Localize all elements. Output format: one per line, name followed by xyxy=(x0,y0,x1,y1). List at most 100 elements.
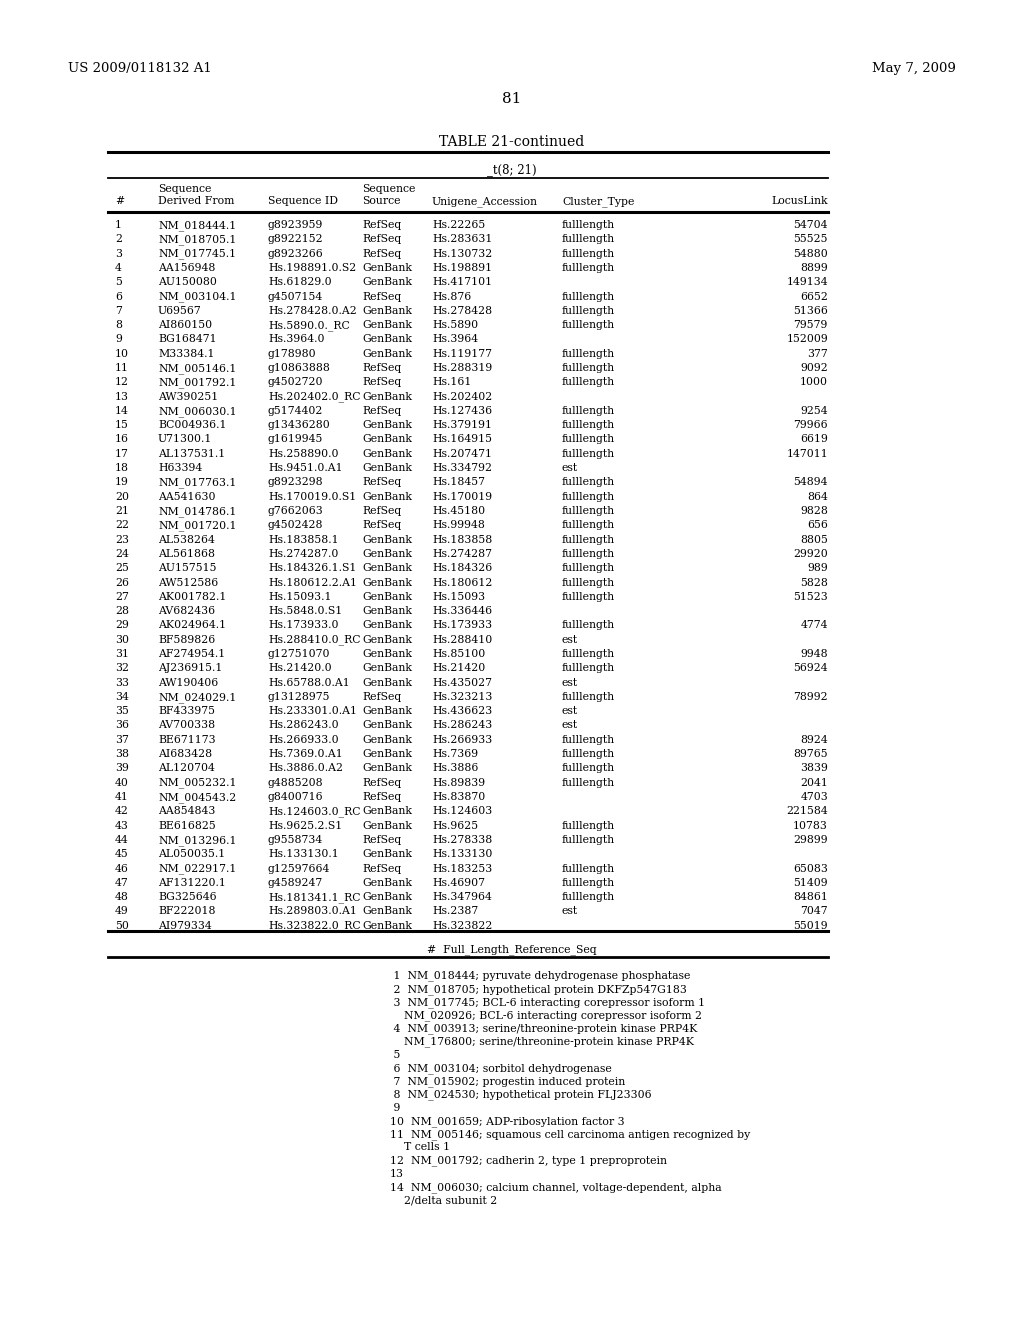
Text: Hs.5890.0._RC: Hs.5890.0._RC xyxy=(268,321,350,331)
Text: AL538264: AL538264 xyxy=(158,535,215,545)
Text: RefSeq: RefSeq xyxy=(362,478,401,487)
Text: RefSeq: RefSeq xyxy=(362,363,401,374)
Text: Hs.21420: Hs.21420 xyxy=(432,663,485,673)
Text: Hs.83870: Hs.83870 xyxy=(432,792,485,803)
Text: fulllength: fulllength xyxy=(562,520,615,531)
Text: GenBank: GenBank xyxy=(362,277,412,288)
Text: Hs.274287.0: Hs.274287.0 xyxy=(268,549,338,558)
Text: AA156948: AA156948 xyxy=(158,263,215,273)
Text: NM_017763.1: NM_017763.1 xyxy=(158,478,237,488)
Text: Source: Source xyxy=(362,195,400,206)
Text: 9828: 9828 xyxy=(800,506,828,516)
Text: NM_001720.1: NM_001720.1 xyxy=(158,520,237,531)
Text: Hs.124603.0_RC: Hs.124603.0_RC xyxy=(268,807,360,817)
Text: GenBank: GenBank xyxy=(362,620,412,631)
Text: fulllength: fulllength xyxy=(562,620,615,631)
Text: 14: 14 xyxy=(115,407,129,416)
Text: 30: 30 xyxy=(115,635,129,644)
Text: 152009: 152009 xyxy=(786,334,828,345)
Text: 10  NM_001659; ADP-ribosylation factor 3: 10 NM_001659; ADP-ribosylation factor 3 xyxy=(390,1115,625,1127)
Text: 79579: 79579 xyxy=(794,321,828,330)
Text: 6: 6 xyxy=(115,292,122,301)
Text: T cells 1: T cells 1 xyxy=(390,1142,451,1152)
Text: Hs.184326: Hs.184326 xyxy=(432,564,493,573)
Text: 7047: 7047 xyxy=(801,907,828,916)
Text: 50: 50 xyxy=(115,921,129,931)
Text: RefSeq: RefSeq xyxy=(362,520,401,531)
Text: GenBank: GenBank xyxy=(362,635,412,644)
Text: GenBank: GenBank xyxy=(362,420,412,430)
Text: GenBank: GenBank xyxy=(362,434,412,445)
Text: 55525: 55525 xyxy=(794,235,828,244)
Text: g8923959: g8923959 xyxy=(268,220,324,230)
Text: AU157515: AU157515 xyxy=(158,564,216,573)
Text: 31: 31 xyxy=(115,649,129,659)
Text: Hs.3964.0: Hs.3964.0 xyxy=(268,334,325,345)
Text: 8805: 8805 xyxy=(800,535,828,545)
Text: RefSeq: RefSeq xyxy=(362,248,401,259)
Text: Hs.61829.0: Hs.61829.0 xyxy=(268,277,332,288)
Text: RefSeq: RefSeq xyxy=(362,235,401,244)
Text: Hs.124603: Hs.124603 xyxy=(432,807,493,816)
Text: AI979334: AI979334 xyxy=(158,921,212,931)
Text: fulllength: fulllength xyxy=(562,420,615,430)
Text: Hs.7369: Hs.7369 xyxy=(432,750,478,759)
Text: fulllength: fulllength xyxy=(562,306,615,315)
Text: Hs.9625: Hs.9625 xyxy=(432,821,478,830)
Text: 6652: 6652 xyxy=(800,292,828,301)
Text: fulllength: fulllength xyxy=(562,321,615,330)
Text: GenBank: GenBank xyxy=(362,892,412,902)
Text: Hs.22265: Hs.22265 xyxy=(432,220,485,230)
Text: Hs.347964: Hs.347964 xyxy=(432,892,492,902)
Text: 49: 49 xyxy=(115,907,129,916)
Text: 9: 9 xyxy=(390,1102,400,1113)
Text: GenBank: GenBank xyxy=(362,348,412,359)
Text: g8923266: g8923266 xyxy=(268,248,324,259)
Text: fulllength: fulllength xyxy=(562,478,615,487)
Text: 9254: 9254 xyxy=(801,407,828,416)
Text: g13436280: g13436280 xyxy=(268,420,331,430)
Text: fulllength: fulllength xyxy=(562,378,615,387)
Text: fulllength: fulllength xyxy=(562,564,615,573)
Text: fulllength: fulllength xyxy=(562,263,615,273)
Text: 2  NM_018705; hypothetical protein DKFZp547G183: 2 NM_018705; hypothetical protein DKFZp5… xyxy=(390,983,687,995)
Text: RefSeq: RefSeq xyxy=(362,220,401,230)
Text: fulllength: fulllength xyxy=(562,348,615,359)
Text: AL050035.1: AL050035.1 xyxy=(158,849,225,859)
Text: AV682436: AV682436 xyxy=(158,606,215,616)
Text: 46: 46 xyxy=(115,863,129,874)
Text: Hs.45180: Hs.45180 xyxy=(432,506,485,516)
Text: g8922152: g8922152 xyxy=(268,235,324,244)
Text: Hs.289803.0.A1: Hs.289803.0.A1 xyxy=(268,907,357,916)
Text: GenBank: GenBank xyxy=(362,921,412,931)
Text: GenBank: GenBank xyxy=(362,663,412,673)
Text: AF131220.1: AF131220.1 xyxy=(158,878,226,888)
Text: Hs.18457: Hs.18457 xyxy=(432,478,485,487)
Text: Hs.180612: Hs.180612 xyxy=(432,578,493,587)
Text: g8400716: g8400716 xyxy=(268,792,324,803)
Text: 51366: 51366 xyxy=(794,306,828,315)
Text: AA541630: AA541630 xyxy=(158,492,215,502)
Text: 29899: 29899 xyxy=(794,836,828,845)
Text: 54704: 54704 xyxy=(794,220,828,230)
Text: Hs.173933: Hs.173933 xyxy=(432,620,493,631)
Text: 147011: 147011 xyxy=(786,449,828,459)
Text: Hs.183858: Hs.183858 xyxy=(432,535,493,545)
Text: 42: 42 xyxy=(115,807,129,816)
Text: GenBank: GenBank xyxy=(362,549,412,558)
Text: 5828: 5828 xyxy=(800,578,828,587)
Text: 24: 24 xyxy=(115,549,129,558)
Text: fulllength: fulllength xyxy=(562,363,615,374)
Text: 15: 15 xyxy=(115,420,129,430)
Text: Hs.207471: Hs.207471 xyxy=(432,449,492,459)
Text: 32: 32 xyxy=(115,663,129,673)
Text: NM_014786.1: NM_014786.1 xyxy=(158,506,237,516)
Text: NM_022917.1: NM_022917.1 xyxy=(158,863,237,874)
Text: Hs.266933: Hs.266933 xyxy=(432,735,493,744)
Text: BE671173: BE671173 xyxy=(158,735,216,744)
Text: Hs.9625.2.S1: Hs.9625.2.S1 xyxy=(268,821,342,830)
Text: BF222018: BF222018 xyxy=(158,907,215,916)
Text: 47: 47 xyxy=(115,878,129,888)
Text: Unigene_Accession: Unigene_Accession xyxy=(432,195,538,207)
Text: 44: 44 xyxy=(115,836,129,845)
